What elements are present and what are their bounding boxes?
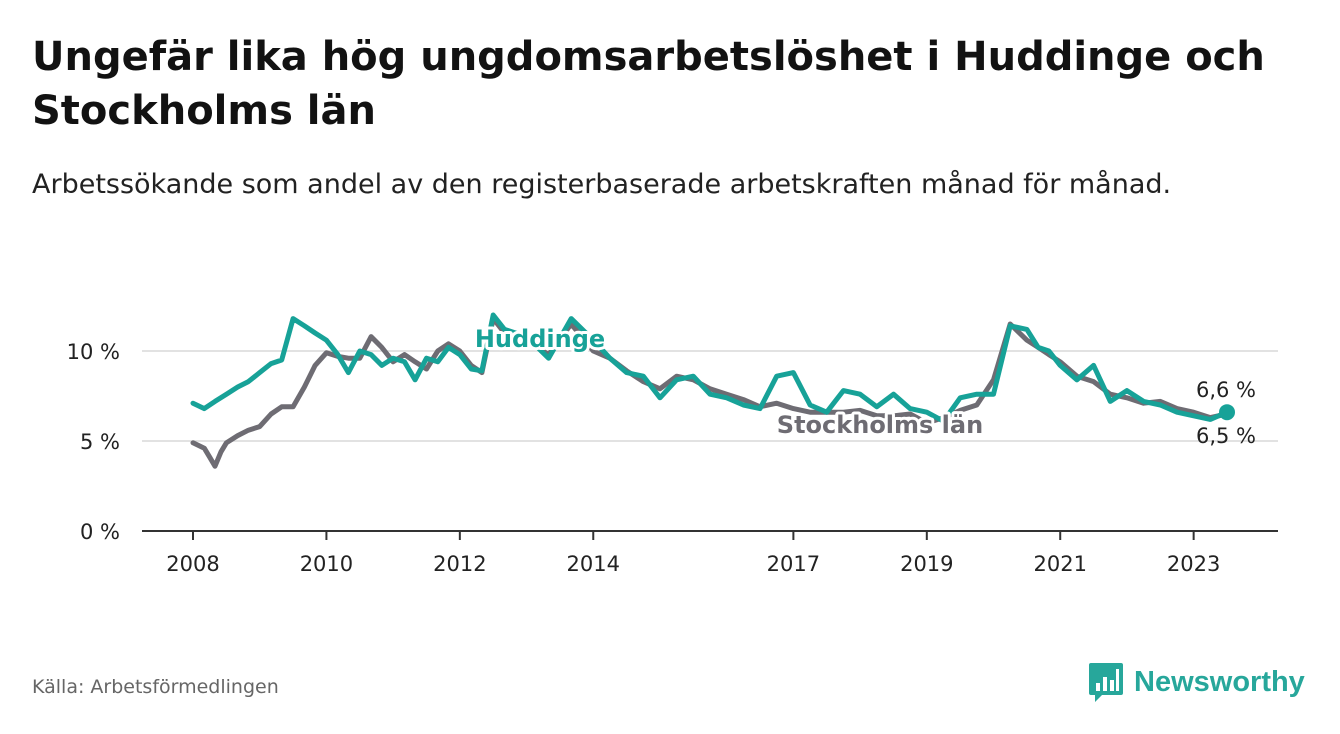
gridlines xyxy=(142,350,1278,442)
last-value-huddinge: 6,6 % xyxy=(1196,378,1256,402)
series-label-huddinge: Huddinge xyxy=(475,325,605,353)
end-point-huddinge xyxy=(1219,404,1235,421)
series-label-stockholms-lan: Stockholms län xyxy=(777,411,983,439)
brand-name: Newsworthy xyxy=(1134,665,1305,698)
x-tick-label: 2021 xyxy=(1033,552,1086,576)
x-tick-label: 2008 xyxy=(166,552,219,576)
x-tick-label: 2014 xyxy=(567,552,620,576)
series-lines xyxy=(190,312,1235,469)
series-line-huddinge xyxy=(190,312,1230,424)
chart-title: Ungefär lika hög ungdomsarbetslöshet i H… xyxy=(32,34,1265,134)
x-tick-label: 2010 xyxy=(300,552,353,576)
x-tick-label: 2017 xyxy=(767,552,820,576)
y-axis-labels: 0 % 5 % 10 % xyxy=(67,340,120,544)
x-tick-label: 2012 xyxy=(433,552,486,576)
x-tick-label: 2023 xyxy=(1167,552,1220,576)
brand-logo[interactable]: Newsworthy xyxy=(1088,660,1305,704)
y-tick-label: 0 % xyxy=(80,520,120,544)
source-note: Källa: Arbetsförmedlingen xyxy=(32,676,279,698)
y-tick-label: 10 % xyxy=(67,340,120,364)
x-axis: 2008 2010 2012 2014 2017 2019 2021 2023 xyxy=(142,530,1278,576)
x-tick-label: 2019 xyxy=(900,552,953,576)
series-labels: Huddinge Stockholms län 6,6 % 6,5 % xyxy=(472,322,1256,448)
y-tick-label: 5 % xyxy=(80,430,120,454)
last-value-stockholms-lan: 6,5 % xyxy=(1196,424,1256,448)
bar-chart-logo-icon xyxy=(1089,663,1123,702)
chart-subtitle: Arbetssökande som andel av den registerb… xyxy=(32,169,1172,200)
